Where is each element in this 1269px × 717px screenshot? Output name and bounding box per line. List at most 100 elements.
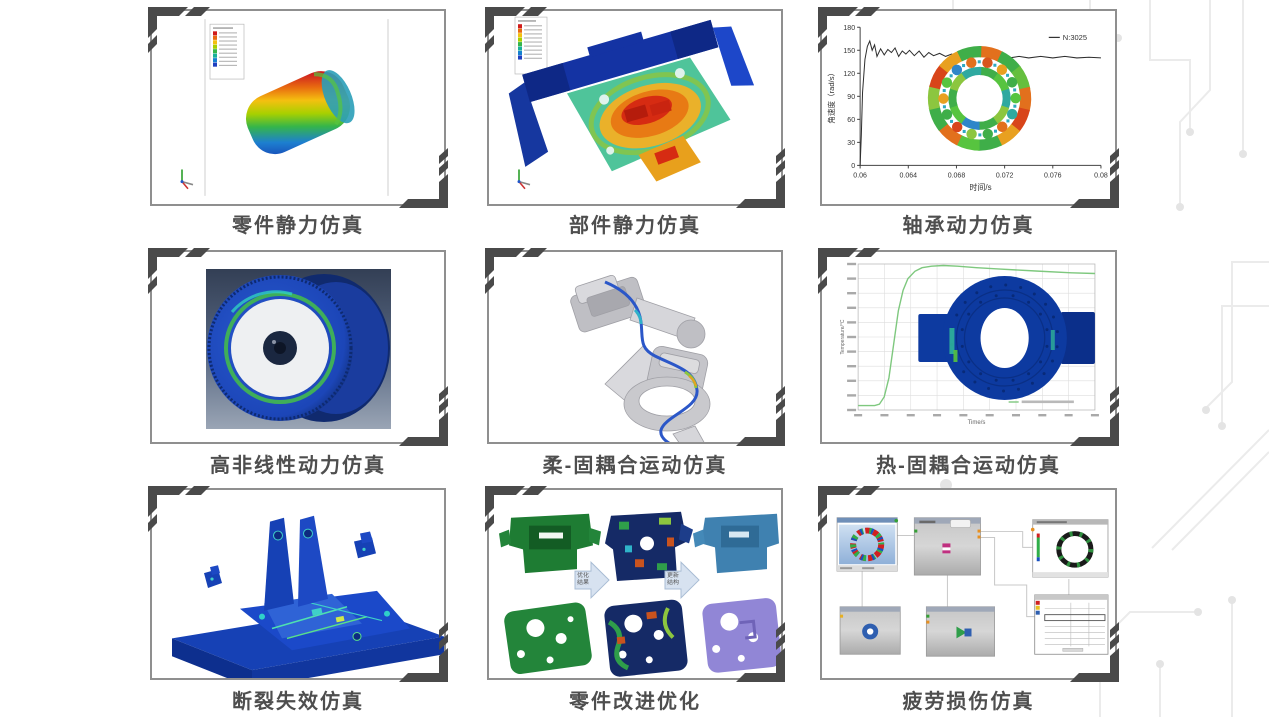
caption-nonlinear-dynamics: 高非线性动力仿真	[210, 455, 386, 477]
disc-hole	[1050, 359, 1054, 363]
bearing-cage-speck	[950, 119, 954, 123]
legend-text-line	[524, 25, 542, 27]
node-solver-panel-1	[839, 606, 901, 655]
bearing-cage-speck	[1013, 88, 1017, 92]
card-flex-rigid	[485, 248, 785, 446]
y-tick-label-smudge	[847, 350, 857, 353]
disc-hole	[987, 387, 991, 390]
y-tick-label-smudge	[847, 335, 857, 339]
legend-text-line	[219, 48, 237, 50]
legend-color-chip	[518, 51, 522, 56]
fractured-bracket	[240, 515, 410, 651]
tick-label-smudges	[847, 262, 1099, 417]
bearing-cage-speck	[1013, 104, 1017, 108]
disc-hole	[960, 328, 964, 332]
x-axis-ticks: 0.06 0.064 0.068 0.072 0.076 0.08	[853, 165, 1108, 180]
x-tick-label: 0.08	[1094, 173, 1108, 180]
disc-hole	[973, 380, 977, 384]
arrow-update-structure: 更新 结构	[664, 561, 700, 600]
card-fracture	[148, 486, 448, 682]
bearing-cage-speck	[1006, 73, 1010, 77]
caption-assembly-static: 部件静力仿真	[569, 215, 701, 237]
robot-arm	[570, 274, 711, 442]
legend-text-line	[219, 32, 237, 34]
disc-hole	[1004, 283, 1008, 287]
gear-drum	[207, 274, 390, 422]
corner-bracket-top-left	[148, 248, 210, 294]
bearing-cage-speck	[962, 64, 966, 68]
x-tick-label-smudge	[880, 414, 889, 417]
disc-hole	[1038, 312, 1042, 316]
corner-bracket-top-left	[148, 486, 210, 532]
disc-hole	[967, 360, 971, 364]
legend-color-chip	[213, 31, 217, 36]
arrow-label-line2: 结构	[667, 578, 679, 586]
x-tick-label-smudge	[1064, 414, 1073, 417]
bracket-stress-plot	[508, 19, 755, 182]
y-tick-label: 60	[847, 117, 855, 124]
updated-plate-purple	[702, 598, 781, 673]
legend-text-line	[524, 53, 542, 55]
bearing-ball	[1006, 77, 1018, 88]
disc-hole	[1032, 292, 1036, 296]
bearing-bore	[957, 76, 1002, 121]
flying-fragment-right	[354, 531, 376, 559]
bearing-ball	[951, 64, 963, 76]
caption-thermal-solid: 热-固耦合运动仿真	[876, 455, 1061, 477]
bearing-ball	[996, 121, 1008, 133]
x-tick-label: 0.06	[853, 173, 867, 180]
bearing-cage-speck	[942, 89, 946, 93]
bearing-ball	[951, 121, 963, 133]
bearing-race-segment	[1018, 86, 1032, 112]
x-tick-label-smudge	[906, 414, 915, 417]
x-tick-label-smudge	[1011, 414, 1021, 417]
optimized-plate-topology	[604, 599, 688, 677]
x-tick-label-smudge	[1090, 414, 1099, 417]
bearing-cage-speck	[993, 129, 997, 133]
card-optimization: 优化 结果 更新 结构	[485, 486, 785, 682]
legend-color-chip	[213, 44, 217, 49]
disc-hole	[979, 372, 983, 376]
corner-bracket-top-left	[485, 486, 547, 532]
legend-color-chip	[213, 35, 217, 40]
bearing-ball	[966, 57, 977, 68]
legend-color-chip	[518, 24, 522, 29]
corner-bracket-bottom-right	[399, 622, 448, 682]
card-fatigue	[818, 486, 1119, 682]
disc-hole	[963, 300, 967, 304]
bearing-ball	[941, 77, 953, 88]
x-axis-label: Time/s	[968, 420, 986, 426]
caption-fracture: 断裂失效仿真	[232, 691, 364, 713]
y-tick-label: 90	[847, 94, 855, 101]
disc-hole	[1011, 294, 1015, 298]
contour-legend	[514, 16, 548, 75]
arrow-label-line1: 优化	[577, 571, 589, 579]
card-thermal-solid: Temperature/°C Time/s	[818, 248, 1119, 446]
disc-hole	[1027, 300, 1031, 304]
legend-color-chip	[518, 42, 522, 47]
legend-color-chip	[213, 62, 217, 67]
x-tick-label: 0.064	[900, 173, 918, 180]
y-axis-ticks: 0 30 60 90 120 150 180	[843, 25, 861, 170]
legend-text-line	[219, 44, 237, 46]
disc-hole	[989, 285, 993, 289]
legend-color-chip	[518, 55, 522, 60]
corner-bracket-bottom-right	[1070, 148, 1119, 208]
node-result-viewer	[1030, 519, 1109, 578]
corner-bracket-top-left	[818, 7, 880, 53]
bearing-ball	[938, 93, 949, 104]
disc-hole	[975, 291, 979, 295]
legend-text-line	[524, 45, 542, 47]
fracture-illustration	[172, 515, 444, 678]
y-tick-label-smudge	[847, 365, 857, 368]
bearing-race-segment	[957, 46, 982, 62]
card-part-static	[148, 7, 448, 208]
corner-bracket-top-left	[818, 248, 880, 294]
x-tick-label: 0.076	[1044, 173, 1062, 180]
disc-hole	[1042, 372, 1046, 376]
disc-hole	[967, 312, 971, 316]
y-tick-label: 120	[843, 71, 855, 78]
chart-legend	[1008, 400, 1074, 404]
arrow-label-line2: 结果	[577, 578, 589, 586]
